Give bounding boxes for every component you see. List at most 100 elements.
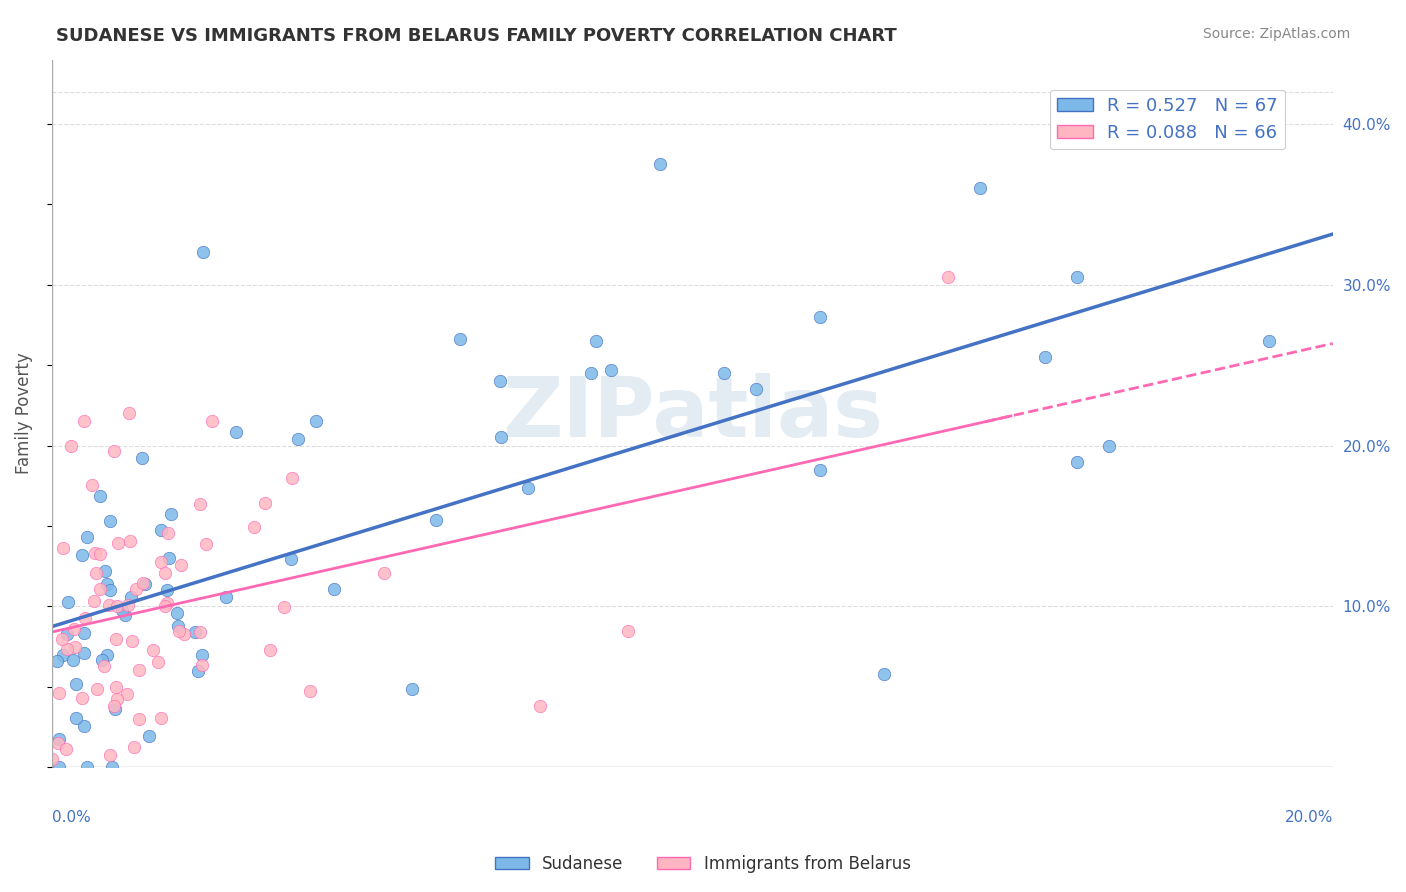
Sudanese (46, 654, 69, 668)
Sudanese (104, 702, 127, 716)
Sudanese (93, 564, 115, 578)
Sudanese (1257, 334, 1279, 348)
Sudanese (76, 530, 98, 544)
Sudanese (160, 507, 183, 521)
Immigrants from Belarus (93, 658, 115, 673)
Immigrants from Belarus (107, 535, 129, 549)
Immigrants from Belarus (128, 663, 150, 677)
Sudanese (65, 711, 87, 725)
Sudanese (1033, 350, 1056, 364)
Sudanese (305, 413, 328, 427)
Y-axis label: Family Poverty: Family Poverty (15, 352, 32, 475)
Sudanese (225, 425, 247, 439)
Sudanese (516, 482, 538, 496)
Immigrants from Belarus (73, 611, 96, 625)
Sudanese (120, 590, 142, 604)
Immigrants from Belarus (59, 439, 82, 453)
Sudanese (91, 653, 114, 667)
Immigrants from Belarus (52, 541, 75, 555)
Immigrants from Belarus (55, 741, 77, 756)
Sudanese (138, 729, 160, 743)
Sudanese (156, 583, 179, 598)
Sudanese (55, 627, 77, 641)
Immigrants from Belarus (529, 698, 551, 713)
Sudanese (287, 432, 309, 446)
Immigrants from Belarus (156, 596, 179, 610)
Immigrants from Belarus (63, 640, 86, 654)
Sudanese (96, 577, 118, 591)
Sudanese (401, 681, 423, 696)
Immigrants from Belarus (89, 547, 111, 561)
Sudanese (808, 463, 831, 477)
Immigrants from Belarus (41, 752, 63, 766)
Immigrants from Belarus (242, 520, 264, 534)
Sudanese (58, 594, 80, 608)
Immigrants from Belarus (104, 632, 127, 647)
Text: 20.0%: 20.0% (1285, 810, 1333, 825)
Sudanese (489, 374, 512, 388)
Sudanese (51, 648, 73, 662)
Sudanese (1097, 439, 1119, 453)
Immigrants from Belarus (73, 415, 96, 429)
Immigrants from Belarus (201, 415, 224, 429)
Sudanese (449, 332, 471, 346)
Immigrants from Belarus (125, 582, 148, 596)
Immigrants from Belarus (84, 546, 107, 560)
Sudanese (323, 582, 346, 596)
Sudanese (1066, 269, 1088, 284)
Sudanese (193, 245, 215, 260)
Sudanese (96, 648, 118, 662)
Sudanese (969, 181, 991, 195)
Sudanese (150, 523, 173, 537)
Text: SUDANESE VS IMMIGRANTS FROM BELARUS FAMILY POVERTY CORRELATION CHART: SUDANESE VS IMMIGRANTS FROM BELARUS FAMI… (56, 27, 897, 45)
Immigrants from Belarus (195, 537, 218, 551)
Immigrants from Belarus (46, 736, 69, 750)
Immigrants from Belarus (122, 739, 145, 754)
Sudanese (1066, 455, 1088, 469)
Immigrants from Belarus (170, 558, 193, 572)
Immigrants from Belarus (70, 691, 93, 706)
Sudanese (184, 625, 207, 640)
Immigrants from Belarus (259, 643, 281, 657)
Sudanese (600, 363, 623, 377)
Immigrants from Belarus (273, 599, 295, 614)
Sudanese (167, 619, 190, 633)
Immigrants from Belarus (281, 471, 304, 485)
Immigrants from Belarus (150, 710, 173, 724)
Immigrants from Belarus (117, 406, 139, 420)
Sudanese (134, 577, 156, 591)
Immigrants from Belarus (153, 599, 176, 614)
Immigrants from Belarus (148, 655, 170, 669)
Sudanese (745, 382, 768, 396)
Immigrants from Belarus (105, 692, 128, 706)
Sudanese (873, 667, 896, 681)
Immigrants from Belarus (103, 443, 125, 458)
Immigrants from Belarus (153, 566, 176, 580)
Immigrants from Belarus (169, 624, 191, 638)
Sudanese (187, 664, 209, 678)
Sudanese (73, 646, 96, 660)
Immigrants from Belarus (105, 599, 128, 613)
Immigrants from Belarus (617, 624, 640, 638)
Immigrants from Belarus (84, 566, 107, 581)
Sudanese (581, 367, 603, 381)
Text: ZIPatlas: ZIPatlas (502, 373, 883, 454)
Immigrants from Belarus (120, 533, 142, 548)
Sudanese (73, 719, 96, 733)
Legend: Sudanese, Immigrants from Belarus: Sudanese, Immigrants from Belarus (489, 848, 917, 880)
Sudanese (425, 513, 447, 527)
Immigrants from Belarus (98, 747, 121, 762)
Immigrants from Belarus (48, 685, 70, 699)
Sudanese (713, 366, 735, 380)
Sudanese (808, 310, 831, 324)
Sudanese (48, 760, 70, 774)
Text: 0.0%: 0.0% (52, 810, 90, 825)
Sudanese (157, 551, 180, 566)
Immigrants from Belarus (104, 681, 127, 695)
Immigrants from Belarus (83, 594, 105, 608)
Immigrants from Belarus (80, 478, 103, 492)
Immigrants from Belarus (373, 566, 395, 580)
Sudanese (100, 760, 122, 774)
Legend: R = 0.527   N = 67, R = 0.088   N = 66: R = 0.527 N = 67, R = 0.088 N = 66 (1050, 90, 1285, 149)
Immigrants from Belarus (128, 712, 150, 726)
